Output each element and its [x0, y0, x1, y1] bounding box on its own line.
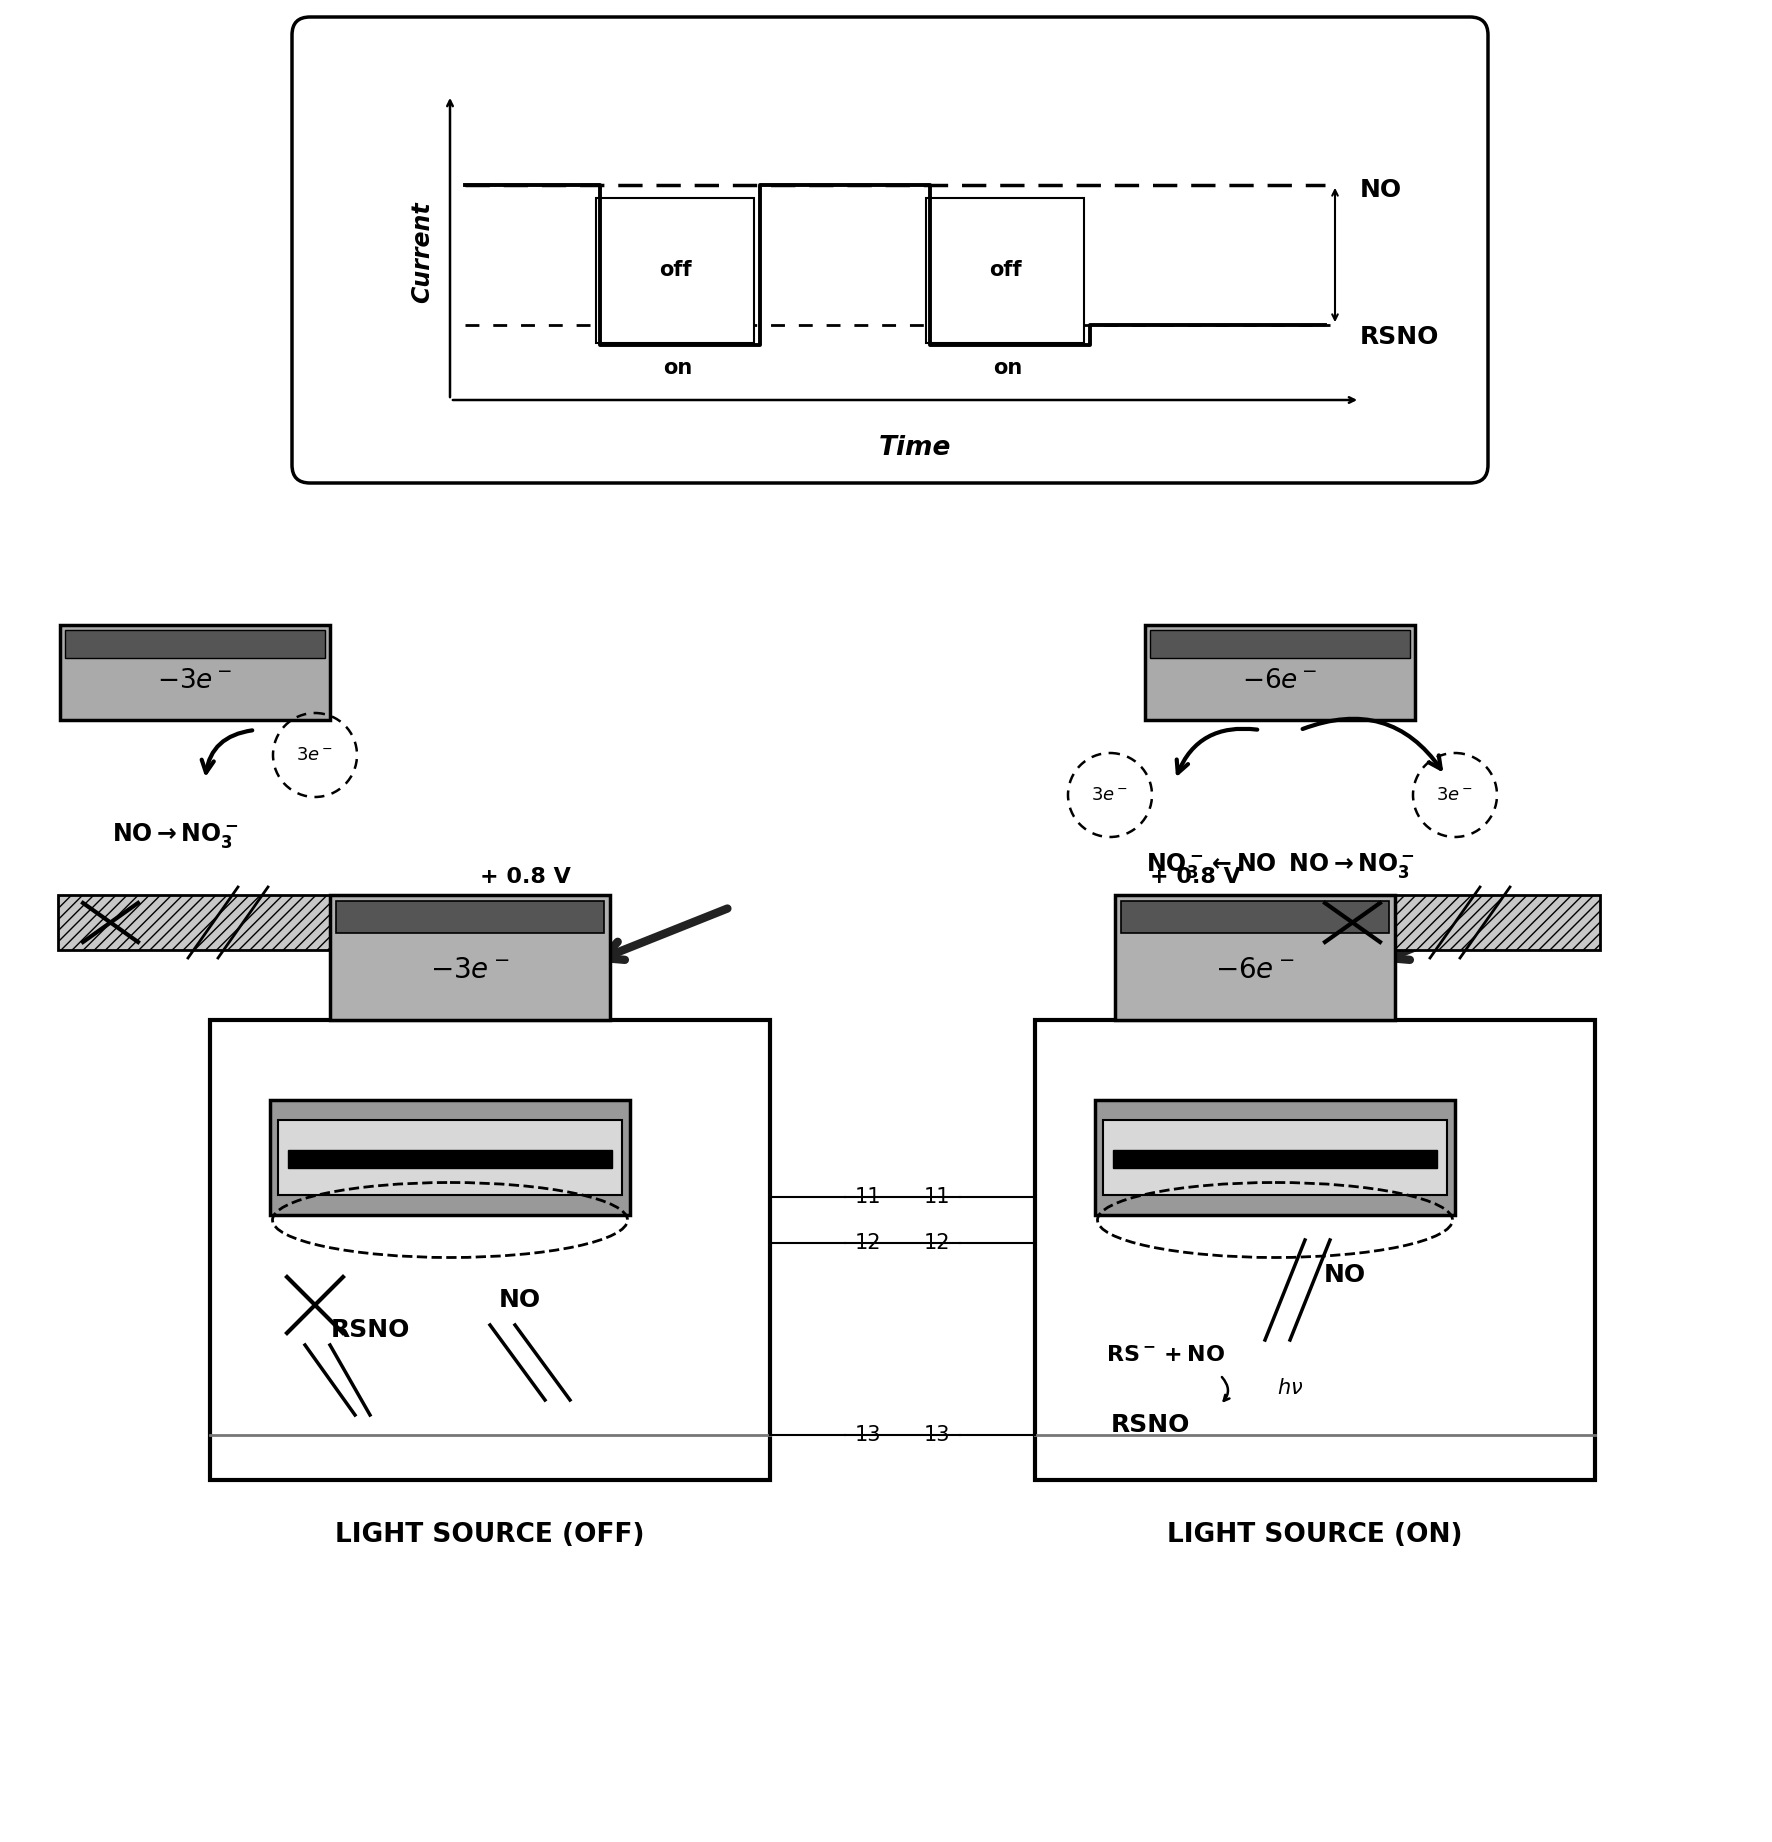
- Text: LIGHT SOURCE (OFF): LIGHT SOURCE (OFF): [335, 1521, 645, 1547]
- Bar: [1122, 901, 1389, 934]
- Text: RSNO: RSNO: [1111, 1413, 1189, 1437]
- Text: $-3e^-$: $-3e^-$: [158, 667, 232, 693]
- Bar: [278, 1120, 622, 1195]
- Text: $\mathbf{RS^-+NO}$: $\mathbf{RS^-+NO}$: [1106, 1345, 1224, 1365]
- Bar: [1150, 630, 1411, 658]
- Text: NO: NO: [1324, 1264, 1366, 1288]
- Bar: [1301, 895, 1600, 950]
- Bar: [66, 630, 324, 658]
- Text: 12: 12: [923, 1232, 950, 1253]
- Bar: [1113, 1149, 1437, 1168]
- Text: $\mathbf{NO_3^-{\leftarrow}NO \;\; NO{\rightarrow}NO_3^-}$: $\mathbf{NO_3^-{\leftarrow}NO \;\; NO{\r…: [1145, 851, 1414, 879]
- Text: $-6e^-$: $-6e^-$: [1216, 956, 1295, 984]
- Bar: [60, 624, 330, 720]
- Text: Time: Time: [879, 435, 952, 460]
- Bar: [58, 895, 358, 950]
- Text: + 0.8 V: + 0.8 V: [1150, 868, 1240, 888]
- Bar: [289, 1149, 611, 1168]
- Bar: [1035, 1020, 1595, 1479]
- Text: off: off: [989, 260, 1021, 280]
- Text: $3e^-$: $3e^-$: [1092, 787, 1129, 803]
- Text: NO: NO: [1359, 179, 1402, 203]
- Bar: [211, 1020, 771, 1479]
- Text: $\mathbf{NO{\rightarrow}NO_3^-}$: $\mathbf{NO{\rightarrow}NO_3^-}$: [112, 820, 237, 849]
- Text: NO: NO: [500, 1288, 540, 1312]
- Bar: [1095, 1100, 1455, 1216]
- Text: 13: 13: [856, 1426, 881, 1444]
- Text: $-6e^-$: $-6e^-$: [1242, 667, 1318, 693]
- Text: RSNO: RSNO: [330, 1319, 409, 1343]
- Text: 12: 12: [856, 1232, 881, 1253]
- Text: $h\nu$: $h\nu$: [1278, 1378, 1302, 1398]
- Text: 13: 13: [923, 1426, 950, 1444]
- Text: 11: 11: [856, 1186, 881, 1207]
- Text: off: off: [659, 260, 691, 280]
- Bar: [337, 901, 604, 934]
- Text: $3e^-$: $3e^-$: [1437, 787, 1474, 803]
- Text: on: on: [663, 357, 693, 378]
- Text: 11: 11: [923, 1186, 950, 1207]
- Bar: [1102, 1120, 1448, 1195]
- Bar: [1115, 895, 1395, 1020]
- Text: LIGHT SOURCE (ON): LIGHT SOURCE (ON): [1168, 1521, 1462, 1547]
- Bar: [269, 1100, 631, 1216]
- Bar: [330, 895, 610, 1020]
- Text: RSNO: RSNO: [1359, 324, 1439, 348]
- Text: Current: Current: [409, 201, 434, 304]
- Bar: [1145, 624, 1416, 720]
- FancyBboxPatch shape: [292, 17, 1488, 483]
- Text: $3e^-$: $3e^-$: [296, 746, 333, 764]
- Text: on: on: [994, 357, 1022, 378]
- Text: + 0.8 V: + 0.8 V: [480, 868, 571, 888]
- Text: $-3e^-$: $-3e^-$: [431, 956, 510, 984]
